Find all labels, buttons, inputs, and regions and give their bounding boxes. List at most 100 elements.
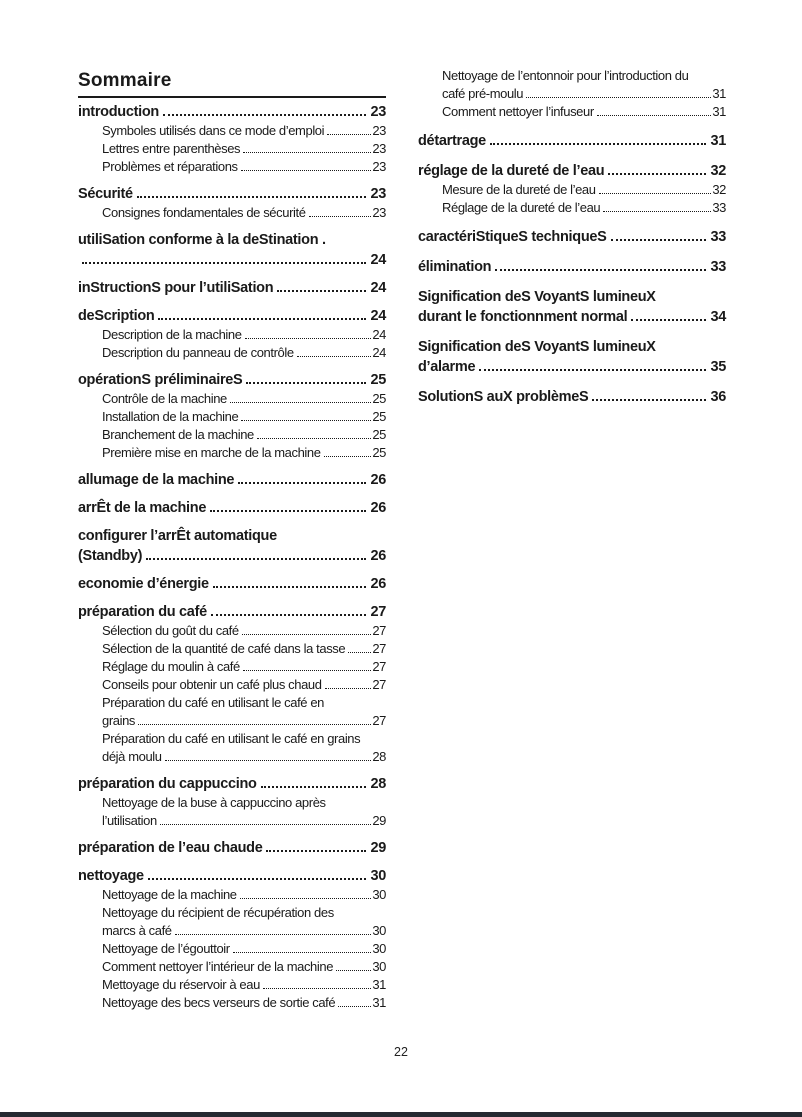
toc-entry-last-line: préparation du cappuccino 28 [78,774,386,794]
toc-entry-page: 25 [370,372,386,388]
toc-entry-page: 27 [372,623,386,638]
toc-entry-label: détartrage [418,133,486,149]
toc-entry-label: Nettoyage des becs verseurs de sortie ca… [102,995,336,1010]
page-title: Sommaire [78,70,386,98]
toc-entry-last-line: l’utilisation 29 [102,812,386,830]
toc-entry-page: 23 [372,205,386,220]
toc-entry-label: d’alarme [418,359,476,375]
toc-entry: nettoyage 30 [78,866,386,886]
toc-entry-page: 27 [372,713,386,728]
toc-entry-label: Comment nettoyer l’intérieur de la machi… [102,959,334,974]
toc-entry: Mesure de la dureté de l’eau 32 [418,181,726,199]
toc-entry-label: caractériStiqueS techniqueS [418,229,607,245]
toc-entry-line: Préparation du café en utilisant le café… [102,695,325,710]
dot-leader [159,821,372,825]
toc-entry-page: 34 [710,309,726,325]
toc-entry: Lettres entre parenthèses 23 [78,140,386,158]
toc-entry: introduction 23 [78,102,386,122]
toc-entry-last-line: Contrôle de la machine 25 [102,390,386,408]
toc-entry-label: l’utilisation [102,813,157,828]
toc-entry-page: 23 [372,123,386,138]
toc-entry-label: déjà moulu [102,749,162,764]
toc-entry-label: Installation de la machine [102,409,239,424]
toc-entry: opérationS préliminaireS 25 [78,370,386,390]
toc-entry-last-line: Problèmes et réparations 23 [102,158,386,176]
toc-entry-last-line: Sélection du goût du café 27 [102,622,386,640]
toc-entry-page: 23 [370,186,386,202]
toc-entry-last-line: Installation de la machine 25 [102,408,386,426]
dot-leader [243,149,372,153]
toc-entry: Description du panneau de contrôle 24 [78,344,386,362]
toc-entry-page: 31 [372,995,386,1010]
toc-entry-label: Mettoyage du réservoir à eau [102,977,260,992]
toc-right-column: Nettoyage de l’entonnoir pour l’introduc… [418,67,726,407]
toc-entry-last-line: Mettoyage du réservoir à eau 31 [102,976,386,994]
dot-leader [246,379,367,384]
toc-entry-page: 25 [372,391,386,406]
toc-entry: caractériStiqueS techniqueS 33 [418,227,726,247]
toc-entry-label: Branchement de la machine [102,427,254,442]
toc-entry-line: Préparation du café en utilisant le café… [102,731,361,746]
toc-entry-last-line: détartrage 31 [418,131,726,151]
toc-entry: préparation de l’eau chaude 29 [78,838,386,858]
toc-entry-page: 24 [370,280,386,296]
toc-entry-label: (Standby) [78,548,143,564]
toc-entry-label: Nettoyage de l’égouttoir [102,941,230,956]
toc-entry-label: economie d’énergie [78,576,209,592]
toc-entry-page: 27 [370,604,386,620]
dot-leader [598,190,712,194]
toc-entry: Réglage de la dureté de l’eau 33 [418,199,726,217]
toc-entry: détartrage 31 [418,131,726,151]
toc-entry-label: SolutionS auX problèmeS [418,389,589,405]
toc-entry: Nettoyage de l’entonnoir pour l’introduc… [418,67,726,103]
toc-entry-label: Sélection de la quantité de café dans la… [102,641,346,656]
toc-entry: configurer l’arrÊt automatique (Standby) 2… [78,526,386,566]
toc-left-column: introduction 23 Symboles utilisés dans ce … [78,102,386,1012]
toc-entry: Mettoyage du réservoir à eau 31 [78,976,386,994]
toc-entry-page: 31 [712,104,726,119]
toc-entry: réglage de la dureté de l’eau 32 [418,161,726,181]
toc-entry-last-line: opérationS préliminaireS 25 [78,370,386,390]
toc-entry: Première mise en marche de la machine 25 [78,444,386,462]
toc-entry-last-line: Branchement de la machine 25 [102,426,386,444]
toc-entry: préparation du cappuccino 28 [78,774,386,794]
dot-leader [82,259,367,264]
toc-entry-last-line: inStructionS pour l’utiliSation 24 [78,278,386,298]
toc-entry: Nettoyage du récipient de récupération d… [78,904,386,940]
toc-entry-page: 28 [372,749,386,764]
toc-entry-line: configurer l’arrÊt automatique [78,528,277,544]
toc-entry-label: allumage de la machine [78,472,235,488]
toc-entry-page: 24 [372,345,386,360]
toc-entry-page: 27 [372,659,386,674]
toc-entry-page: 24 [372,327,386,342]
toc-entry-label: préparation du café [78,604,207,620]
bottom-divider-bar [0,1112,802,1117]
toc-entry-page: 30 [372,959,386,974]
toc-entry-page: 33 [710,229,726,245]
dot-leader [232,949,372,953]
toc-entry-last-line: déjà moulu 28 [102,748,386,766]
toc-entry-last-line: Description du panneau de contrôle 24 [102,344,386,362]
toc-entry-label: arrÊt de la machine [78,500,207,516]
dot-leader [277,287,367,292]
dot-leader [327,131,372,135]
toc-entry-label: grains [102,713,136,728]
toc-entry-page: 32 [710,163,726,179]
toc-entry-label: élimination [418,259,492,275]
toc-entry-last-line: Conseils pour obtenir un café plus chaud… [102,676,386,694]
dot-leader [489,140,707,145]
toc-entry: Réglage du moulin à café 27 [78,658,386,676]
dot-leader [592,396,707,401]
toc-entry-label: Réglage de la dureté de l’eau [442,200,601,215]
dot-leader [229,399,372,403]
toc-entry: Nettoyage de la machine 30 [78,886,386,904]
toc-entry-last-line: d’alarme 35 [418,357,726,377]
toc-entry-label: deScription [78,308,155,324]
toc-entry-label: Mesure de la dureté de l’eau [442,182,596,197]
toc-entry: Symboles utilisés dans ce mode d’emploi 2… [78,122,386,140]
toc-entry-last-line: 24 [78,250,386,270]
toc-entry-label: inStructionS pour l’utiliSation [78,280,274,296]
dot-leader [240,167,372,171]
toc-entry: Contrôle de la machine 25 [78,390,386,408]
toc-entry-last-line: allumage de la machine 26 [78,470,386,490]
